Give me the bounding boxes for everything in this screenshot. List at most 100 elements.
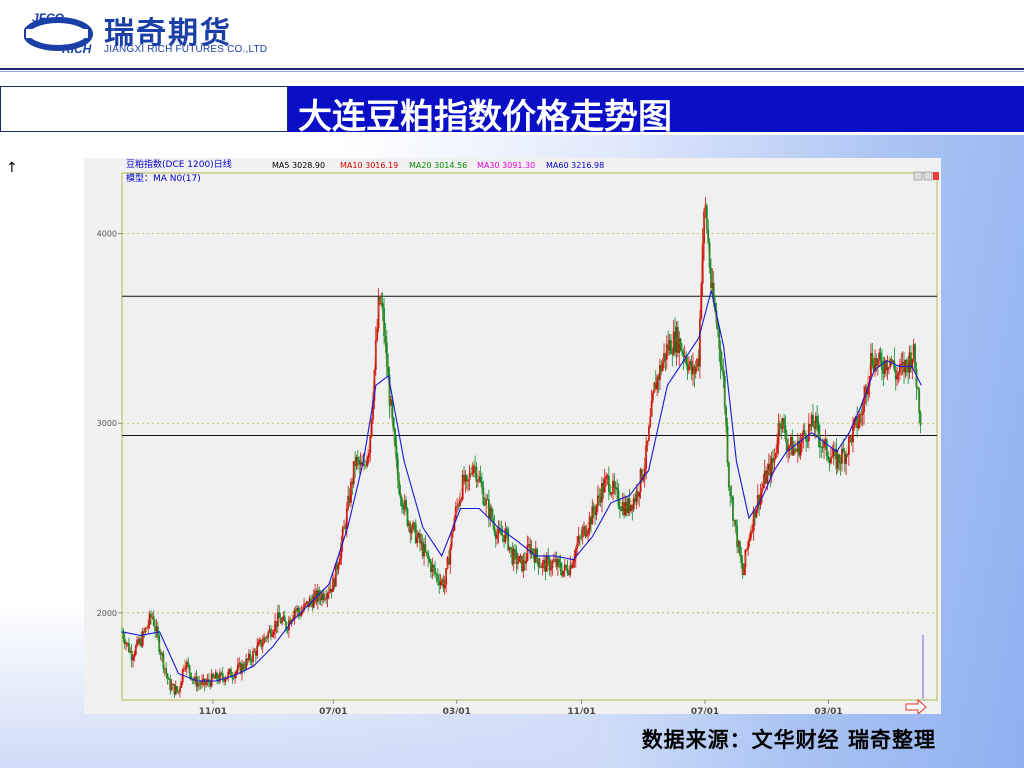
close-indicator-icon[interactable] <box>933 172 939 180</box>
candle-body <box>384 336 387 343</box>
header-divider <box>0 68 1024 70</box>
candle-body <box>212 673 214 677</box>
candle-body <box>890 358 893 362</box>
candle-body <box>670 340 672 354</box>
x-tick-label: 07/01 <box>319 707 347 714</box>
candle-body <box>263 637 265 644</box>
candle-body <box>297 608 300 613</box>
candle-body <box>271 634 274 637</box>
candle-body <box>252 651 254 662</box>
candle-body <box>430 561 432 572</box>
candle-body <box>337 564 340 570</box>
candle-body <box>427 553 430 559</box>
candle-body <box>630 504 632 512</box>
scroll-left-button[interactable] <box>913 171 923 181</box>
candle-body <box>817 422 820 436</box>
candle-body <box>537 558 540 567</box>
candle-body <box>518 556 521 563</box>
candle-body <box>551 561 554 569</box>
candle-body <box>161 653 163 655</box>
candle-body <box>503 535 505 542</box>
candle-body <box>850 435 853 443</box>
candle-body <box>390 399 392 406</box>
candle-body <box>395 445 398 459</box>
candle-body <box>220 672 223 674</box>
candle-body <box>515 551 518 565</box>
candle-body <box>321 592 323 601</box>
candle-body <box>133 654 136 658</box>
candle-body <box>711 282 714 288</box>
candle-body <box>391 399 394 419</box>
candle-body <box>846 454 849 456</box>
candle-body <box>791 436 794 456</box>
candle-body <box>514 549 516 552</box>
candle-body <box>259 639 261 642</box>
candle-body <box>908 352 911 373</box>
candle-body <box>388 375 391 406</box>
candle-body <box>472 466 475 473</box>
candle-body <box>264 637 267 639</box>
next-arrow-icon[interactable] <box>905 698 927 714</box>
candle-body <box>261 643 264 647</box>
candle-body <box>485 498 488 505</box>
candle-body <box>283 616 286 622</box>
candle-body <box>697 358 700 367</box>
candle-body <box>736 525 739 548</box>
candle-body <box>373 369 376 401</box>
candle-body <box>167 679 170 680</box>
candle-body <box>814 416 817 429</box>
candle-body <box>607 475 610 492</box>
candle-body <box>148 613 151 626</box>
candle-body <box>584 526 587 537</box>
candle-body <box>712 282 715 303</box>
candle-body <box>700 283 703 319</box>
candle-body <box>379 296 381 304</box>
candle-body <box>265 637 268 639</box>
candle-body <box>657 376 660 381</box>
chart-scroll-buttons[interactable] <box>913 171 939 181</box>
candle-body <box>799 442 802 456</box>
legend-item: MA10 3016.19 <box>340 161 398 170</box>
candle-body <box>246 658 249 661</box>
candle-body <box>250 660 253 662</box>
candle-body <box>886 367 889 371</box>
logo-english-name: JIANGXI RICH FUTURES CO.,LTD <box>104 44 268 55</box>
candle-body <box>176 686 179 692</box>
candle-body <box>483 504 486 506</box>
candle-body <box>464 475 467 482</box>
candle-body <box>805 434 807 442</box>
candle-body <box>187 661 190 666</box>
candle-body <box>494 532 497 539</box>
candle-body <box>672 331 675 355</box>
candle-body <box>825 439 828 457</box>
candle-body <box>140 638 143 646</box>
candle-body <box>467 479 470 482</box>
candle-body <box>130 650 133 661</box>
candle-body <box>374 340 377 370</box>
candle-body <box>774 452 777 458</box>
candle-body <box>221 673 224 679</box>
candle-body <box>715 310 718 324</box>
candle-body <box>792 448 795 456</box>
candle-body <box>882 370 885 374</box>
candle-body <box>365 465 368 466</box>
x-tick-label: 07/01 <box>691 707 719 714</box>
candle-body <box>387 367 390 376</box>
candle-body <box>188 665 191 673</box>
candle-body <box>322 592 325 600</box>
x-tick-label: 03/01 <box>814 707 842 714</box>
logo-mark-icon: JFCO RICH <box>24 11 93 56</box>
candle-body <box>810 415 813 427</box>
candle-body <box>603 479 606 493</box>
candle-body <box>435 574 438 575</box>
candle-body <box>366 457 369 466</box>
candle-body <box>547 556 550 559</box>
scroll-right-button[interactable] <box>923 171 933 181</box>
candle-body <box>156 626 159 636</box>
candle-body <box>558 559 561 563</box>
candle-body <box>623 502 625 516</box>
candle-body <box>750 531 752 539</box>
candle-body <box>496 534 499 539</box>
candle-body <box>766 470 769 484</box>
candle-body <box>361 462 363 466</box>
